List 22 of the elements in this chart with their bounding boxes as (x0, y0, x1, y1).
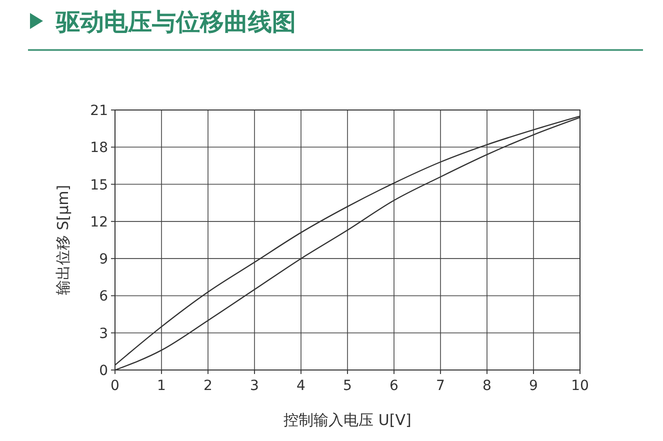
x-tick-label: 2 (204, 378, 212, 394)
x-tick-label: 1 (157, 378, 166, 394)
y-tick-label: 15 (90, 177, 108, 194)
y-tick-label: 6 (99, 288, 108, 305)
y-axis-title: 输出位移 S[μm] (54, 184, 72, 296)
x-tick-label: 9 (529, 378, 538, 394)
chart-title: 驱动电压与位移曲线图 (55, 8, 296, 36)
x-tick-label: 3 (250, 378, 259, 394)
y-tick-label: 12 (90, 214, 108, 230)
y-tick-label: 9 (99, 252, 108, 268)
x-tick-label: 4 (296, 378, 306, 394)
x-tick-label: 7 (436, 378, 445, 394)
y-tick-label: 3 (99, 326, 108, 342)
x-tick-label: 0 (110, 378, 120, 394)
y-tick-label: 18 (90, 140, 108, 156)
x-tick-label: 6 (390, 378, 399, 394)
x-tick-label: 10 (571, 378, 589, 394)
y-tick-label: 0 (99, 363, 108, 379)
x-tick-label: 8 (482, 378, 492, 394)
y-tick-label: 21 (90, 103, 108, 119)
x-axis-title: 控制输入电压 U[V] (284, 411, 412, 429)
x-tick-label: 5 (343, 378, 352, 394)
